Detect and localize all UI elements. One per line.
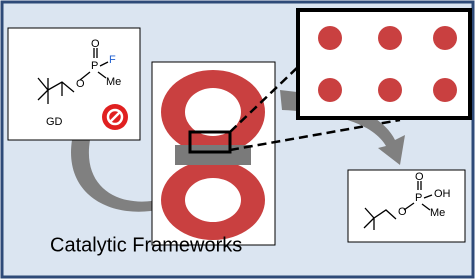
caption: Catalytic Frameworks [50,234,242,256]
atom: O [91,38,100,50]
atom: P [91,60,98,72]
page: O O P F Me GD O O P OH Me Catalytic Fram… [0,0,475,279]
atom: Me [106,76,121,88]
atom: O [76,78,85,90]
atom: O [415,171,424,183]
atom: Me [430,207,445,219]
framework-image [161,70,265,240]
atom: OH [434,188,451,200]
atom: F [109,54,116,66]
atom: O [398,206,407,218]
atom: P [415,192,422,204]
compound-label: GD [46,116,63,128]
graphical-abstract: O O P F Me GD O O P OH Me Catalytic Fram… [0,0,475,279]
